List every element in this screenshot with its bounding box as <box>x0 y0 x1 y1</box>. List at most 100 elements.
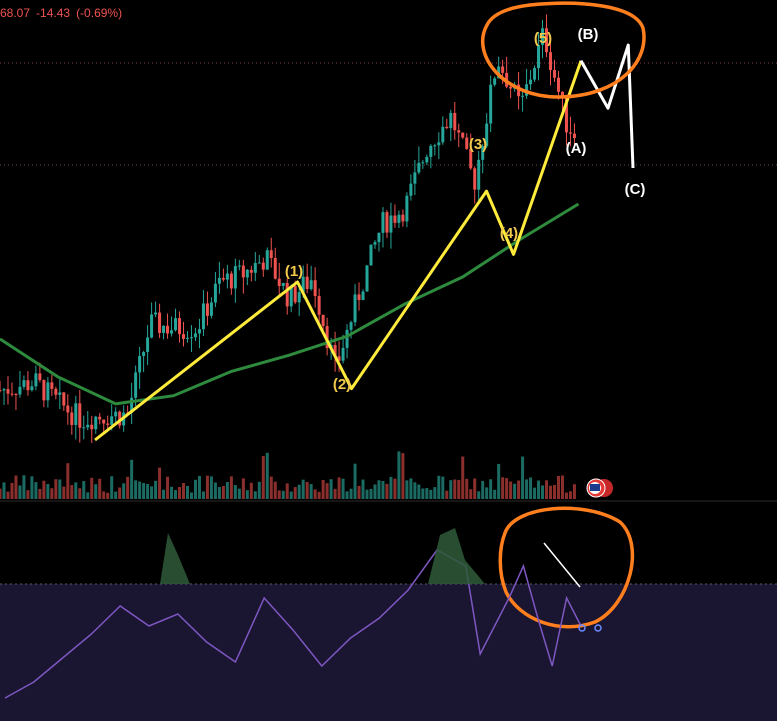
volume-bar <box>305 481 309 499</box>
volume-bar <box>549 485 553 499</box>
volume-bar <box>182 483 186 499</box>
volume-bar <box>249 482 253 499</box>
candle-body <box>285 283 289 307</box>
candle-body <box>225 273 229 280</box>
volume-bar <box>541 485 545 499</box>
volume-bar <box>437 475 441 499</box>
candle-body <box>377 232 381 243</box>
volume-bar <box>501 477 505 499</box>
volume-bar <box>413 482 417 499</box>
candle-body <box>317 296 321 315</box>
candle-body <box>533 68 537 80</box>
volume-bar <box>417 484 421 499</box>
candle-body <box>2 389 6 391</box>
volume-bar <box>489 479 493 499</box>
volume-bar <box>170 486 174 499</box>
candle-body <box>473 168 477 190</box>
volume-bar <box>289 491 293 499</box>
candle-body <box>269 250 273 259</box>
candle-body <box>150 314 154 338</box>
candle-body <box>110 416 114 425</box>
candle-body <box>50 382 54 389</box>
candle-body <box>134 372 138 398</box>
volume-bar <box>564 492 568 499</box>
candle-body <box>545 28 549 53</box>
volume-bar <box>10 482 14 499</box>
impulse-wave-line <box>94 60 583 442</box>
candle-body <box>94 416 98 430</box>
rsi-line <box>4 549 582 699</box>
candle-body <box>209 302 213 316</box>
wave-label-3: (3) <box>469 136 487 153</box>
volume-bar <box>377 480 381 499</box>
volume-bar <box>237 488 241 499</box>
rsi-divergence-line <box>543 542 581 588</box>
volume-bar <box>134 480 138 499</box>
volume-bar <box>425 488 429 499</box>
candle-body <box>213 283 217 303</box>
volume-bar <box>106 492 110 499</box>
wave-label-2: (2) <box>333 376 351 393</box>
volume-bar <box>560 475 564 499</box>
candle-body <box>197 329 201 334</box>
candle-body <box>556 77 560 92</box>
volume-bar <box>529 477 533 499</box>
candle-body <box>277 278 281 287</box>
volume-bar <box>445 490 449 499</box>
candle-body <box>138 355 142 373</box>
volume-bar <box>473 478 477 499</box>
volume-bar <box>94 484 98 499</box>
candle-body <box>221 277 225 280</box>
volume-bar <box>552 484 556 499</box>
volume-bar <box>174 490 178 499</box>
volume-bar <box>449 480 453 499</box>
volume-bar <box>118 487 122 499</box>
top-highlight-circle <box>480 1 646 99</box>
candle-body <box>433 145 437 147</box>
candle-body <box>146 337 150 353</box>
candle-body <box>325 326 329 349</box>
candle-body <box>313 280 317 297</box>
candle-body <box>10 393 14 395</box>
candle-body <box>78 403 82 428</box>
candle-body <box>162 325 166 333</box>
volume-bar <box>365 489 369 499</box>
volume-bar <box>197 475 201 499</box>
candle-body <box>425 156 429 163</box>
candle-body <box>445 126 449 129</box>
volume-bar <box>297 484 301 499</box>
candle-body <box>289 286 293 307</box>
volume-bar <box>509 481 513 499</box>
volume-bar <box>469 489 473 499</box>
volume-bar <box>568 491 572 499</box>
candle-body <box>118 411 122 426</box>
volume-bar <box>329 479 333 499</box>
candle-body <box>273 258 277 279</box>
volume-bar <box>42 480 46 499</box>
candle-body <box>158 312 162 333</box>
rsi-band <box>0 584 777 721</box>
candle-body <box>70 412 74 425</box>
candle-body <box>333 345 337 357</box>
volume-bar <box>517 480 521 499</box>
candle-body <box>90 424 94 430</box>
volume-bar <box>126 476 130 499</box>
rsi-overbought-fill <box>160 533 190 584</box>
volume-bar <box>421 488 425 499</box>
candle-body <box>501 66 505 73</box>
candle-body <box>182 334 186 339</box>
moving-average-line <box>0 202 580 406</box>
candle-body <box>66 405 70 413</box>
wave-label-4: (4) <box>500 225 518 242</box>
wave-label-b: (B) <box>578 26 599 43</box>
volume-bar <box>309 484 313 499</box>
volume-bar <box>497 463 501 499</box>
candle-body <box>421 162 425 164</box>
volume-bar <box>513 483 517 499</box>
volume-bar <box>138 481 142 499</box>
candle-body <box>178 318 182 335</box>
candle-body <box>369 244 373 266</box>
candle-body <box>365 265 369 292</box>
candle-body <box>154 312 158 315</box>
